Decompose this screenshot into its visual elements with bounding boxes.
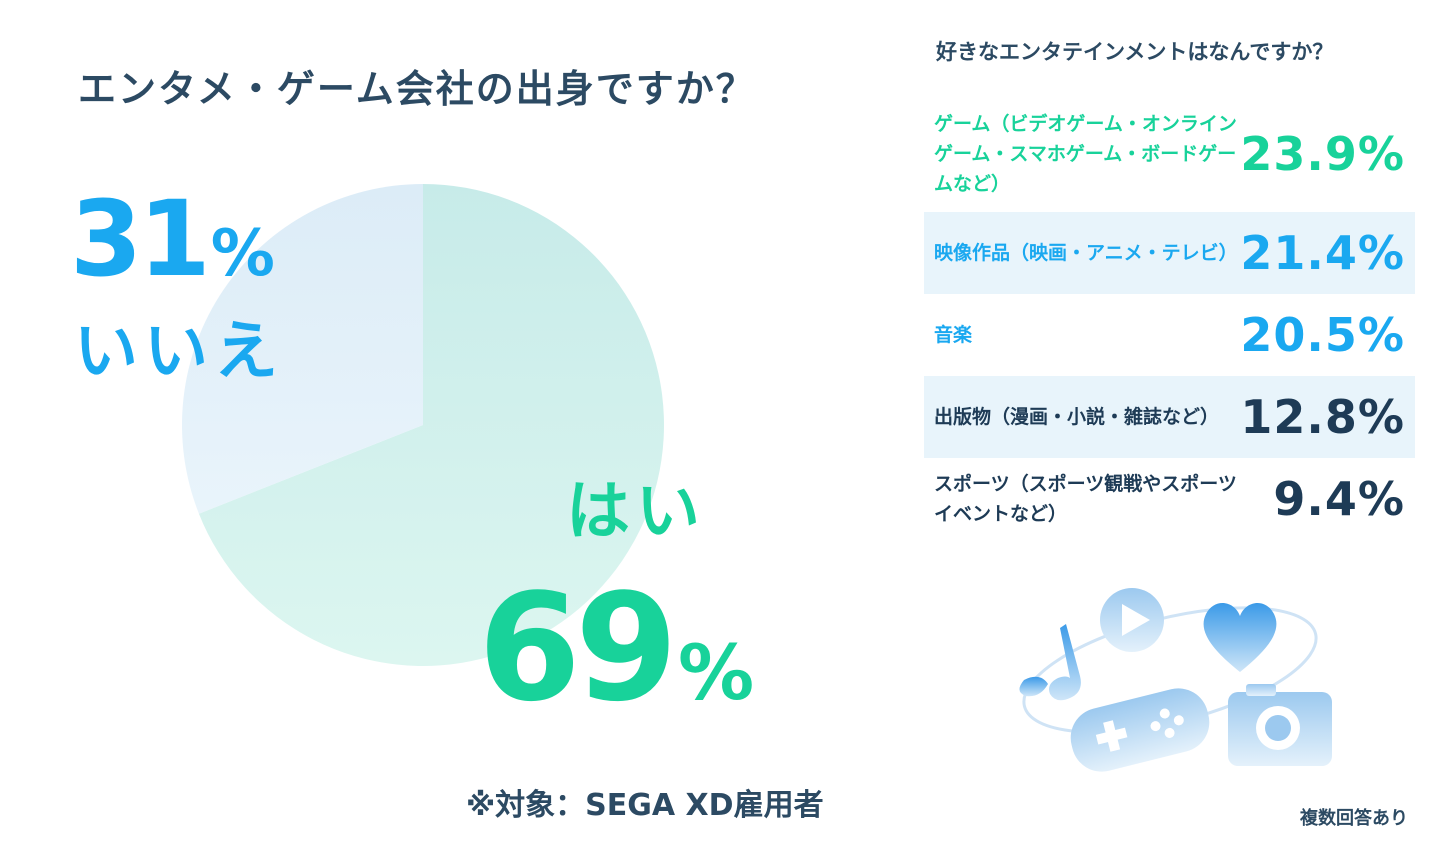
play-icon [1100,588,1164,652]
ranking-row: 出版物（漫画・小説・雑誌など） 12.8% [924,376,1415,458]
pie-chart [181,184,664,666]
pie-label-yes: はい [566,475,706,549]
pie-value-no-number: 31 [70,178,211,300]
pie-value-yes-percent: % [677,628,755,717]
pie-value-yes: 69% [478,562,754,734]
ranking-label: ゲーム（ビデオゲーム・オンラインゲーム・スマホゲーム・ボードゲームなど） [934,113,1237,195]
ranking-label: 出版物（漫画・小説・雑誌など） [934,406,1220,428]
pie-value-no-percent: % [210,217,275,291]
ranking-value: 21.4% [1240,226,1405,280]
pie-value-no: 31% [70,178,275,300]
music-note-icon [1019,624,1081,701]
pie-label-no: いいえ [74,315,284,389]
ranking-title: 好きなエンタテインメントはなんですか？ [936,40,1334,64]
heart-icon [1203,602,1277,672]
ranking-row: ゲーム（ビデオゲーム・オンラインゲーム・スマホゲーム・ボードゲームなど） 23.… [924,96,1415,212]
ranking-label: スポーツ（スポーツ観戦やスポーツイベントなど） [934,473,1237,525]
ranking-value: 23.9% [1240,127,1405,181]
gamepad-icon [1070,688,1210,772]
ranking-label: 音楽 [934,324,973,346]
multiple-answers-note: 複数回答あり [1300,808,1408,829]
entertainment-illustration [1019,588,1332,772]
ranking-label: 映像作品（映画・アニメ・テレビ） [934,242,1238,264]
ranking-value: 12.8% [1240,390,1405,444]
pie-slice-yes [198,184,664,666]
ranking-row: スポーツ（スポーツ観戦やスポーツイベントなど） 9.4% [924,458,1415,540]
pie-value-yes-number: 69 [478,562,678,734]
ranking-table: ゲーム（ビデオゲーム・オンラインゲーム・スマホゲーム・ボードゲームなど） 23.… [924,96,1415,540]
target-note: ※対象：SEGA XD雇用者 [466,788,824,823]
pie-slice-no [181,184,423,514]
ranking-value: 20.5% [1240,308,1405,362]
pie-title: エンタメ・ゲーム会社の出身ですか？ [78,67,756,111]
ranking-row: 映像作品（映画・アニメ・テレビ） 21.4% [924,212,1415,294]
ranking-row: 音楽 20.5% [924,294,1415,376]
camera-icon [1228,684,1332,766]
ranking-value: 9.4% [1273,472,1405,526]
